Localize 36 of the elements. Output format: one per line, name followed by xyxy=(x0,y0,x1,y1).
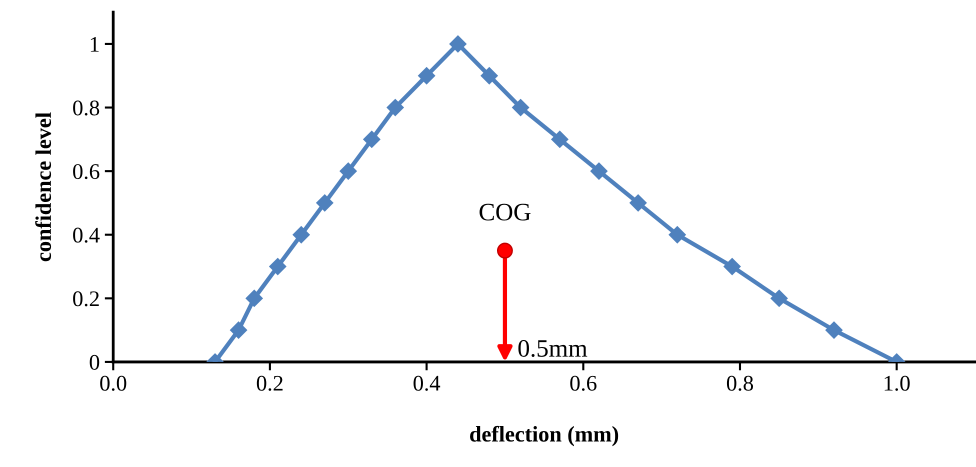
point xyxy=(316,194,334,212)
x-tick-label: 0.6 xyxy=(570,376,597,391)
x-tick-label: 1.0 xyxy=(884,376,910,391)
annotation: COG xyxy=(480,204,531,221)
y-tick-label: 0.8 xyxy=(73,100,100,116)
x-tick-label: 0.0 xyxy=(100,376,126,391)
x-tick-label: 0.2 xyxy=(256,376,283,391)
point xyxy=(480,67,498,84)
point xyxy=(496,242,513,259)
point xyxy=(386,98,404,116)
point xyxy=(590,162,608,180)
point xyxy=(269,258,286,276)
point xyxy=(512,98,530,116)
point xyxy=(449,35,466,52)
x-tick-label: 0.4 xyxy=(414,376,440,391)
point xyxy=(418,67,436,84)
y-axis-title: confidence level xyxy=(35,112,52,262)
x-tick-label: 0.8 xyxy=(726,376,754,391)
y-tick-label: 0.2 xyxy=(73,291,99,306)
y-tick-label: 0.6 xyxy=(73,164,100,180)
point xyxy=(770,290,788,307)
x-axis-title: deflection (mm) xyxy=(470,426,618,446)
point xyxy=(230,322,248,339)
point xyxy=(630,194,647,212)
point xyxy=(551,130,568,148)
y-tick-label: 0.4 xyxy=(73,228,100,243)
annotation: 0.5mm xyxy=(518,340,588,357)
point xyxy=(363,130,380,148)
point xyxy=(292,226,310,244)
point xyxy=(825,322,843,339)
point xyxy=(340,162,357,180)
y-tick-label: 0 xyxy=(90,354,100,370)
point xyxy=(246,290,263,307)
point xyxy=(668,226,686,244)
y-tick-label: 1 xyxy=(90,36,99,52)
point xyxy=(724,258,741,276)
